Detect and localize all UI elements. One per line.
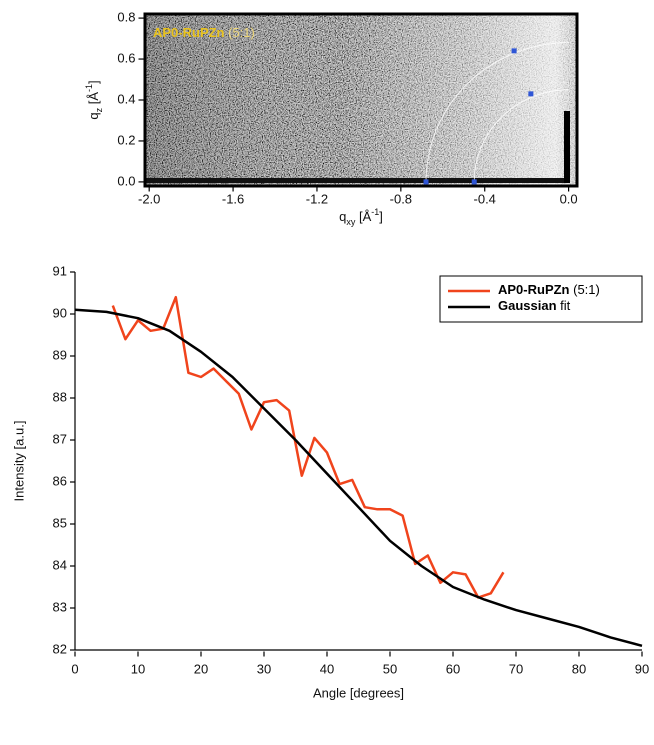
y-tick-label: 87 [53,431,67,446]
y-tick-label: 91 [53,263,67,278]
y-tick-label: 82 [53,641,67,656]
x-tick-label: -1.2 [306,191,328,206]
axis-label: Angle [degrees] [313,685,404,700]
axis-label-part: z [94,107,104,112]
x-tick-label: 20 [194,661,208,676]
marker [471,179,477,185]
y-tick-label: 89 [53,347,67,362]
x-tick-label: 70 [509,661,523,676]
y-tick-label: 88 [53,389,67,404]
legend-label: AP0-RuPZn (5:1) [498,282,600,297]
series-line [74,308,643,648]
axis-label-part: -1 [84,84,94,92]
x-tick-label: 80 [572,661,586,676]
legend-box [439,275,643,323]
legend-label-part: (5:1) [570,282,600,297]
y-tick-label: 0.8 [117,10,135,25]
image-title: AP0-RuPZn (5:1) [153,25,255,40]
image-title-part: AP0-RuPZn [153,25,225,40]
plot-frame [143,12,579,188]
y-tick-label: 90 [53,305,67,320]
beamstop [145,178,569,183]
image-title-part: (5:1) [225,25,255,40]
y-tick-label: 0.6 [117,50,135,65]
axis-label: qz [Å-1] [84,80,104,119]
x-tick-label: 0.0 [560,191,578,206]
axis-label-part: [Å [355,209,371,224]
axis-label-part: q [339,209,346,224]
legend-label-part: fit [557,298,571,313]
y-tick-label: 86 [53,473,67,488]
marker [423,179,429,185]
ring-arc [473,89,569,182]
legend-label-part: AP0-RuPZn [498,282,570,297]
x-tick-label: 10 [131,661,145,676]
axis-label-part: ] [379,209,383,224]
series-line [111,295,505,599]
marker [511,48,517,54]
y-tick-label: 0.0 [117,173,135,188]
x-tick-label: 40 [320,661,334,676]
beamstop-vertical [564,111,570,183]
axis-label-part: -1 [371,207,379,217]
x-tick-label: -2.0 [138,191,160,206]
y-tick-label: 0.2 [117,132,135,147]
x-tick-label: 90 [635,661,649,676]
axis-label-part: xy [346,217,356,227]
x-tick-label: 0 [71,661,78,676]
axis-label-part: ] [86,80,101,84]
y-tick-label: 84 [53,557,67,572]
axis-label: qxy [Å-1] [339,207,383,227]
y-tick-label: 83 [53,599,67,614]
x-tick-label: -0.8 [390,191,412,206]
axis-label: Intensity [a.u.] [11,421,26,502]
marker [528,91,534,97]
detector-fade [145,14,577,186]
x-tick-label: -1.6 [222,191,244,206]
x-tick-label: -0.4 [474,191,496,206]
axis-label-part: [Å [86,92,101,108]
legend-label-part: Gaussian [498,298,557,313]
x-tick-label: 60 [446,661,460,676]
axis-label-part: q [86,112,101,119]
y-tick-label: 85 [53,515,67,530]
y-tick-label: 0.4 [117,91,135,106]
ring-arc [425,42,569,182]
legend-label: Gaussian fit [498,298,571,313]
x-tick-label: 30 [257,661,271,676]
x-tick-label: 50 [383,661,397,676]
